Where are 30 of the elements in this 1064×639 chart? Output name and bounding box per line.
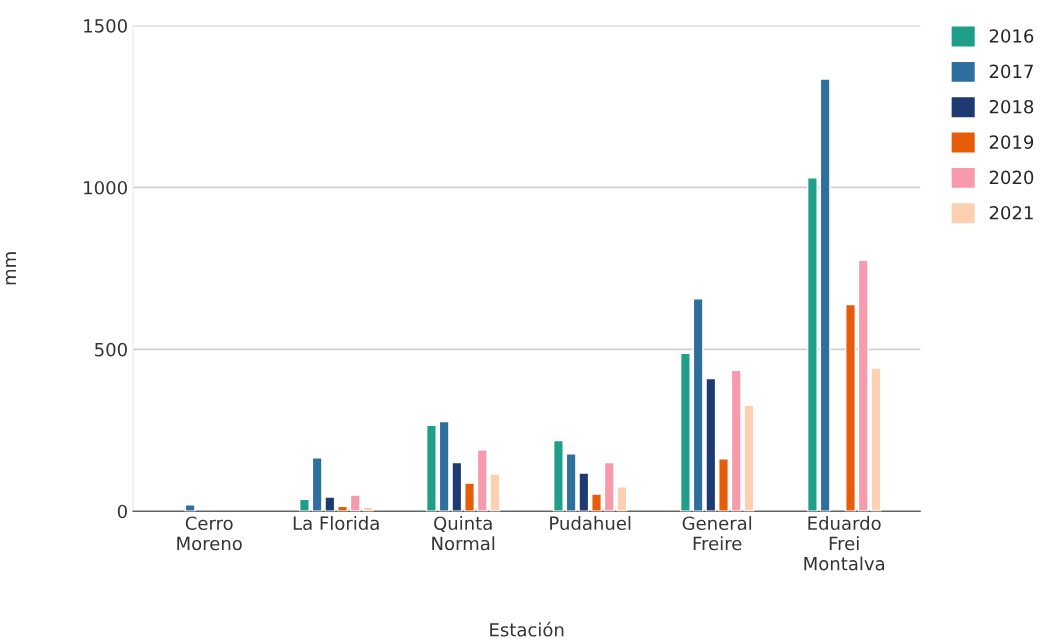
bar xyxy=(337,505,348,512)
x-axis-title: Estación xyxy=(490,621,564,637)
bar xyxy=(806,177,818,512)
bar xyxy=(679,352,691,512)
x-tick-label: Quinta Normal xyxy=(432,516,495,551)
legend-label: 2019 xyxy=(989,135,1034,149)
y-tick-label: 0 xyxy=(117,504,127,519)
bar xyxy=(184,504,196,512)
bar xyxy=(464,482,475,512)
x-tick-label: La Florida xyxy=(293,516,379,531)
bar xyxy=(819,78,831,512)
bar xyxy=(591,493,602,512)
legend-label: 2016 xyxy=(989,29,1034,43)
bar xyxy=(552,439,564,512)
bar xyxy=(845,303,856,512)
legend-label: 2021 xyxy=(989,205,1033,220)
x-tick-label: Eduardo Frei Montalva xyxy=(804,516,885,571)
x-tick-label: General Freire xyxy=(682,516,752,551)
bar xyxy=(298,498,310,512)
y-tick-label: 1000 xyxy=(84,180,127,195)
x-tick-label: Pudahuel xyxy=(550,516,631,531)
bar xyxy=(718,458,729,512)
bar xyxy=(425,424,437,512)
legend-label: 2018 xyxy=(989,99,1034,114)
y-axis-title: mm xyxy=(5,252,16,285)
x-tick-label: Cerro Moreno xyxy=(177,516,242,551)
legend-label: 2020 xyxy=(989,170,1034,185)
y-tick-label: 1500 xyxy=(84,19,127,33)
y-tick-label: 500 xyxy=(95,342,127,357)
legend-label: 2017 xyxy=(989,64,1033,79)
